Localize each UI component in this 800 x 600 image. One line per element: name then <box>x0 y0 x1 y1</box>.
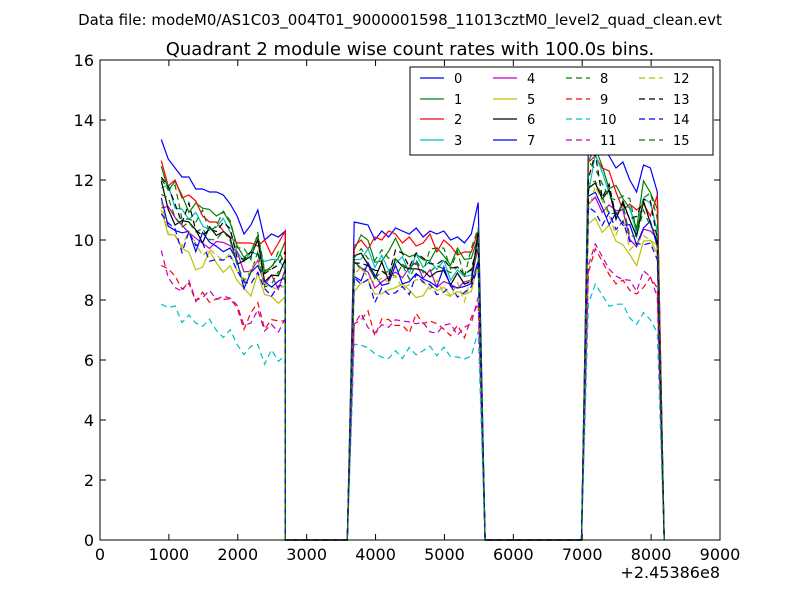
y-tick-label: 8 <box>84 291 94 310</box>
y-tick-label: 6 <box>84 351 94 370</box>
legend-label-2: 2 <box>454 113 462 128</box>
legend-label-13: 13 <box>673 93 690 108</box>
y-tick-label: 4 <box>84 411 94 430</box>
legend-label-14: 14 <box>673 113 690 128</box>
legend-label-15: 15 <box>673 134 690 149</box>
x-offset-label: +2.45386e8 <box>620 563 720 582</box>
x-tick-label: 8000 <box>631 545 672 564</box>
y-tick-label: 0 <box>84 531 94 550</box>
x-tick-label: 0 <box>95 545 105 564</box>
suptitle: Data file: modeM0/AS1C03_004T01_90000015… <box>78 11 722 30</box>
y-tick-label: 12 <box>74 171 94 190</box>
legend-label-11: 11 <box>600 134 617 149</box>
x-tick-label: 3000 <box>286 545 327 564</box>
y-tick-label: 16 <box>74 51 94 70</box>
y-tick-label: 10 <box>74 231 94 250</box>
legend-label-8: 8 <box>600 72 608 87</box>
legend-label-4: 4 <box>527 72 535 87</box>
x-tick-label: 1000 <box>149 545 190 564</box>
legend-label-7: 7 <box>527 134 535 149</box>
legend-label-10: 10 <box>600 113 617 128</box>
y-tick-label: 14 <box>74 111 94 130</box>
x-axis: 0 1000 2000 3000 4000 5000 6000 7000 8000 9000 <box>95 60 740 564</box>
legend-label-9: 9 <box>600 93 608 108</box>
x-tick-label: 7000 <box>562 545 603 564</box>
x-tick-label: 2000 <box>217 545 258 564</box>
legend-label-3: 3 <box>454 134 462 149</box>
legend-label-12: 12 <box>673 72 690 87</box>
series-line-8 <box>161 180 665 541</box>
x-tick-label: 4000 <box>355 545 396 564</box>
x-tick-label: 9000 <box>700 545 741 564</box>
legend-label-6: 6 <box>527 113 535 128</box>
legend-label-1: 1 <box>454 93 462 108</box>
legend-label-5: 5 <box>527 93 535 108</box>
x-tick-label: 6000 <box>493 545 534 564</box>
chart-title: Quadrant 2 module wise count rates with … <box>166 39 655 60</box>
legend-label-0: 0 <box>454 72 462 87</box>
x-tick-label: 5000 <box>424 545 465 564</box>
series-line-10 <box>161 282 665 541</box>
y-tick-label: 2 <box>84 471 94 490</box>
series-line-15 <box>160 160 665 541</box>
